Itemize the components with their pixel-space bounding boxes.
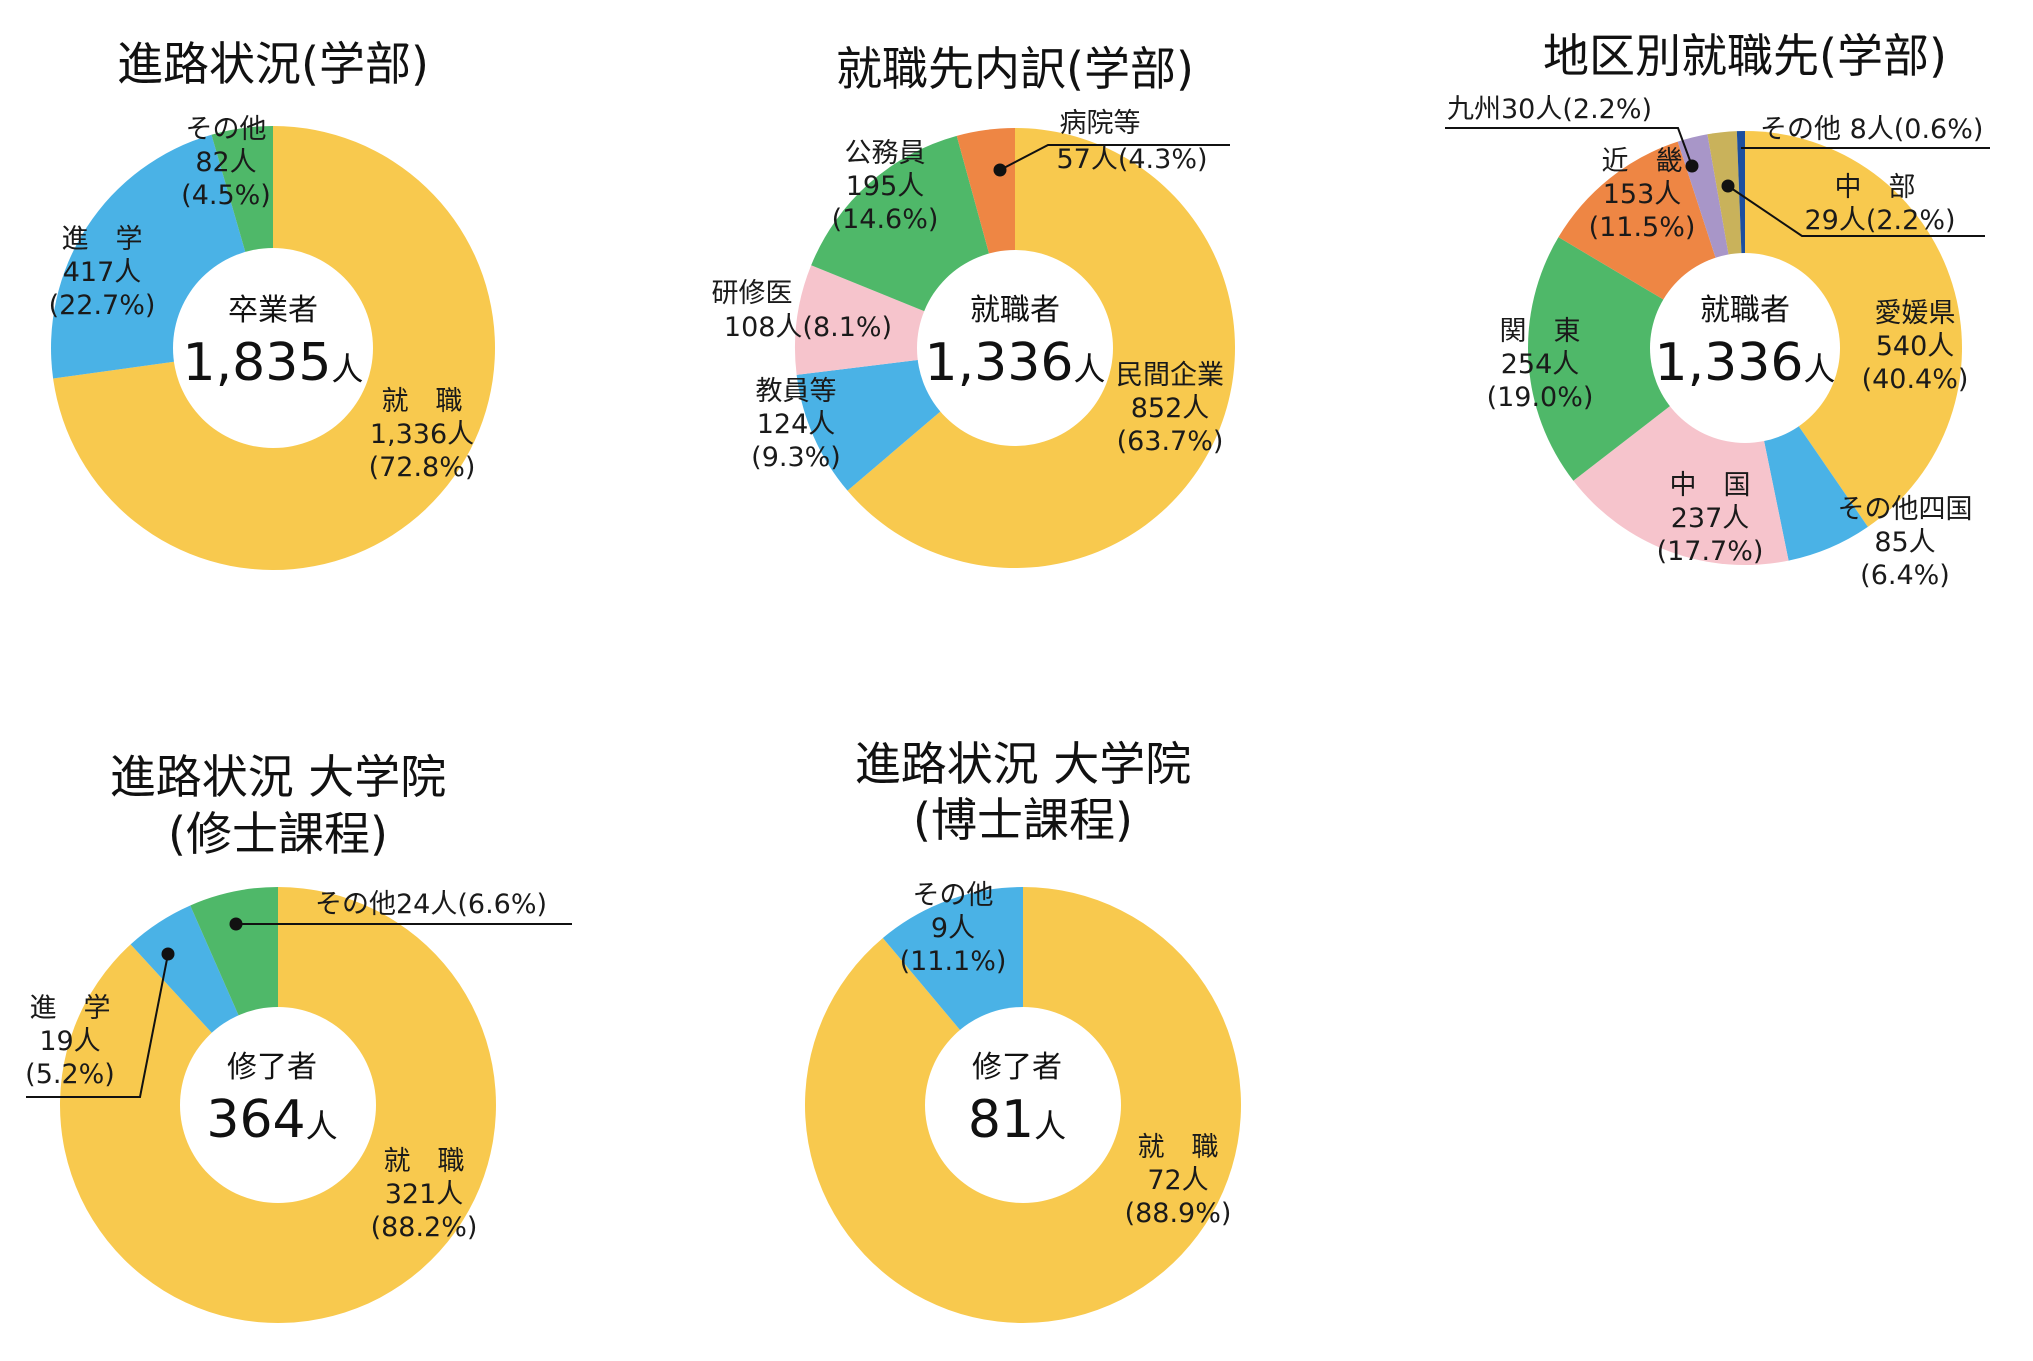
chart-title: 地区別就職先(学部) bbox=[1543, 29, 1947, 83]
donut-hole bbox=[173, 248, 373, 448]
chart-title: 進路状況 大学院 bbox=[855, 737, 1192, 791]
slice-label: 進 学 bbox=[62, 224, 143, 255]
chart-title: 就職先内訳(学部) bbox=[836, 42, 1194, 96]
slice-label: 321人 bbox=[385, 1179, 464, 1210]
slice-label: 公務員 bbox=[845, 138, 926, 169]
slice-label: 愛媛県 bbox=[1875, 298, 1956, 329]
chart-subtitle: (修士課程) bbox=[168, 807, 388, 861]
center-value: 81人 bbox=[968, 1090, 1066, 1150]
chart-subtitle: (博士課程) bbox=[913, 793, 1133, 847]
slice-label: 1,336人 bbox=[370, 419, 474, 450]
slice-label: 就 職 bbox=[384, 1146, 465, 1177]
slice-label: 教員等 bbox=[756, 376, 837, 407]
slice-label: 85人 bbox=[1874, 527, 1935, 558]
slice-label: (4.5%) bbox=[181, 180, 271, 211]
leader-line bbox=[1727, 185, 1985, 237]
slice-label: 540人 bbox=[1876, 331, 1955, 362]
slice-label: その他 bbox=[913, 880, 994, 911]
slice-label: (11.1%) bbox=[900, 946, 1007, 977]
center-label: 卒業者 bbox=[228, 293, 318, 328]
slice-label: 関 東 bbox=[1500, 316, 1581, 347]
slice-label: 進 学 bbox=[30, 993, 111, 1024]
leader-line bbox=[1445, 127, 1693, 167]
slice-label: 中 部 bbox=[1835, 172, 1916, 203]
chart-title: 進路状況(学部) bbox=[117, 37, 429, 91]
center-label: 修了者 bbox=[972, 1050, 1062, 1085]
slice-label: 就 職 bbox=[382, 386, 463, 417]
slice-label: (22.7%) bbox=[49, 290, 156, 321]
donut-chart-4 bbox=[59, 887, 496, 1323]
leader-dot bbox=[1685, 159, 1699, 173]
slice-label: その他24人(6.6%) bbox=[315, 889, 547, 920]
slice-label: (40.4%) bbox=[1862, 364, 1969, 395]
slice-label: その他 bbox=[186, 114, 267, 145]
donut-hole bbox=[917, 250, 1113, 446]
center-value: 1,835人 bbox=[183, 333, 364, 393]
slice-label: (88.2%) bbox=[371, 1212, 478, 1243]
donut-hole bbox=[925, 1007, 1121, 1203]
slice-label: 九州30人(2.2%) bbox=[1447, 94, 1652, 125]
slice-label: (88.9%) bbox=[1125, 1198, 1232, 1229]
slice-label: (63.7%) bbox=[1117, 426, 1224, 457]
slice-label: 852人 bbox=[1131, 393, 1210, 424]
center-value: 1,336人 bbox=[925, 333, 1106, 393]
center-value: 1,336人 bbox=[1655, 333, 1836, 393]
leader-dot bbox=[161, 947, 175, 961]
chart-title: 進路状況 大学院 bbox=[110, 750, 447, 804]
slice-label: (6.4%) bbox=[1860, 560, 1950, 591]
chart3-slice-4 bbox=[1528, 237, 1745, 481]
slice-label: 中 国 bbox=[1670, 470, 1751, 501]
slice-label: その他四国 bbox=[1838, 494, 1973, 525]
leader-dot bbox=[1721, 179, 1735, 193]
slice-label: 254人 bbox=[1501, 349, 1580, 380]
slice-label: (19.0%) bbox=[1487, 382, 1594, 413]
donut-hole bbox=[180, 1007, 376, 1203]
donut-chart-3 bbox=[1528, 130, 1962, 566]
slice-label: 195人 bbox=[846, 171, 925, 202]
slice-label: 研修医 bbox=[712, 278, 793, 309]
slice-label: (72.8%) bbox=[369, 452, 476, 483]
center-label: 就職者 bbox=[1700, 293, 1790, 328]
center-value: 364人 bbox=[206, 1090, 337, 1150]
leader-line bbox=[999, 144, 1230, 171]
slice-label: 417人 bbox=[63, 257, 142, 288]
slice-label: 153人 bbox=[1603, 179, 1682, 210]
slice-label: (5.2%) bbox=[25, 1059, 115, 1090]
slice-label: 9人 bbox=[931, 913, 975, 944]
donut-chart-5 bbox=[804, 887, 1241, 1323]
slice-label: (9.3%) bbox=[751, 442, 841, 473]
slice-label: 就 職 bbox=[1138, 1132, 1219, 1163]
slice-label: 民間企業 bbox=[1116, 360, 1224, 391]
slice-label: 病院等 bbox=[1060, 108, 1141, 139]
donut-chart-1 bbox=[51, 126, 496, 570]
slice-label: 124人 bbox=[757, 409, 836, 440]
slice-label: (11.5%) bbox=[1589, 212, 1696, 243]
donut-hole bbox=[1650, 253, 1840, 443]
slice-label: 57人(4.3%) bbox=[1056, 144, 1207, 175]
slice-label: (14.6%) bbox=[832, 204, 939, 235]
slice-label: 237人 bbox=[1671, 503, 1750, 534]
leader-dot bbox=[229, 917, 243, 931]
slice-label: (17.7%) bbox=[1657, 536, 1764, 567]
leader-line bbox=[26, 953, 169, 1098]
donut-chart-2 bbox=[794, 128, 1236, 568]
slice-label: 108人(8.1%) bbox=[724, 312, 892, 343]
slice-label: 82人 bbox=[195, 147, 256, 178]
center-label: 就職者 bbox=[970, 293, 1060, 328]
slice-label: 19人 bbox=[39, 1026, 100, 1057]
slice-label: 近 畿 bbox=[1602, 146, 1683, 177]
slice-label: その他 8人(0.6%) bbox=[1760, 114, 1983, 145]
center-label: 修了者 bbox=[227, 1050, 317, 1085]
leader-dot bbox=[993, 163, 1007, 177]
slice-label: 29人(2.2%) bbox=[1804, 205, 1955, 236]
slice-label: 72人 bbox=[1147, 1165, 1208, 1196]
chart3-slice-1 bbox=[1745, 131, 1962, 527]
